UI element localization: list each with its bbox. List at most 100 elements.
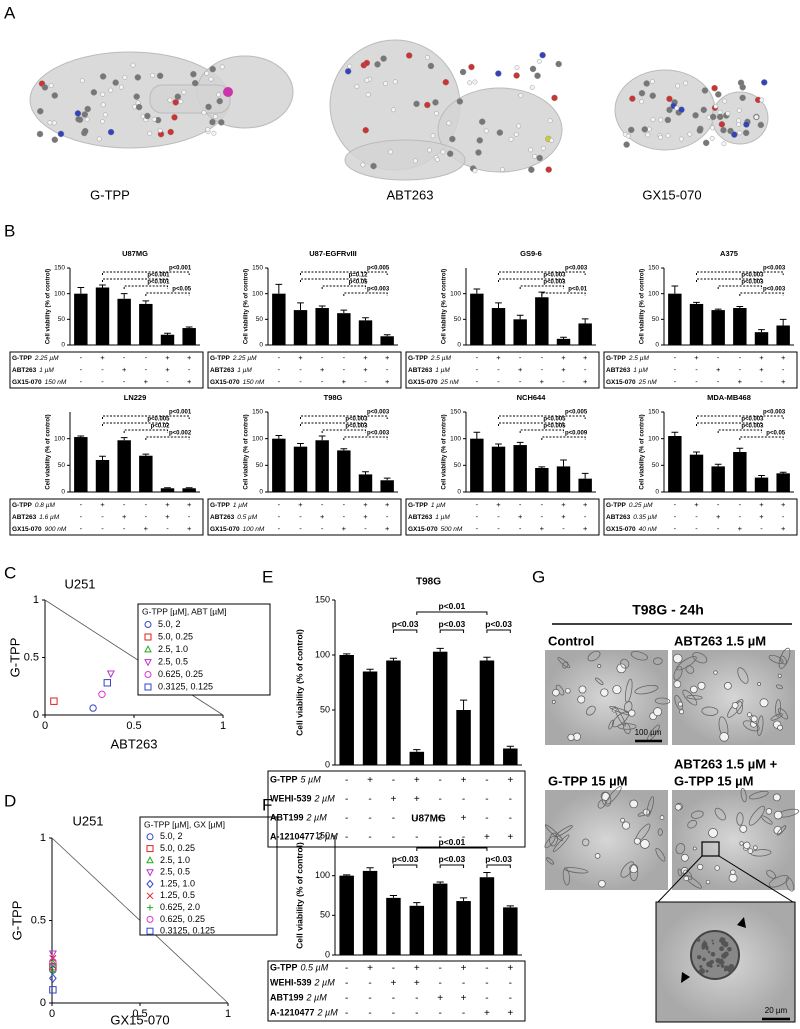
granule <box>696 954 702 960</box>
cell <box>753 845 758 850</box>
cell <box>612 685 622 695</box>
treatment-sign: - <box>321 377 324 386</box>
treatment-sign: - <box>145 365 148 374</box>
cell <box>743 841 751 850</box>
treatment-sign: - <box>439 963 442 974</box>
bar <box>513 445 527 492</box>
bar <box>711 310 725 345</box>
error-bar <box>779 471 787 474</box>
atom <box>424 101 431 109</box>
significance-bracket <box>300 422 366 426</box>
error-bar <box>340 309 348 314</box>
treatment-sign: + <box>391 794 397 805</box>
atom <box>405 52 413 59</box>
error-bar <box>120 293 128 299</box>
atom <box>725 111 731 116</box>
treatment-dose: 900 nM <box>45 526 67 533</box>
treatment-table <box>9 351 204 389</box>
bar <box>362 870 378 955</box>
treatment-sign: - <box>80 377 83 386</box>
y-tick-label: 0 <box>325 949 330 959</box>
marker <box>146 915 154 923</box>
significance-bracket <box>102 271 190 275</box>
treatment-sign: - <box>439 978 442 989</box>
significance-bracket <box>519 429 564 433</box>
cell <box>598 879 606 888</box>
p-value: p<0.003 <box>741 273 764 279</box>
atom <box>536 154 543 162</box>
treatment-sign: - <box>739 365 742 374</box>
treatment-sign: + <box>165 512 170 521</box>
panel-label: E <box>262 567 273 586</box>
treatment-name: ABT263 <box>408 367 433 374</box>
error-bar <box>366 867 374 871</box>
treatment-sign: - <box>101 512 104 521</box>
treatment-sign: + <box>363 512 368 521</box>
legend-entry: 1.25, 1.0 <box>160 878 195 888</box>
bar <box>160 488 175 492</box>
treatment-sign: - <box>476 500 479 509</box>
significance-bracket <box>300 271 388 275</box>
treatment-sign: - <box>519 353 522 362</box>
granule <box>696 938 701 942</box>
bar <box>409 905 425 955</box>
atom <box>739 94 746 102</box>
bar <box>578 478 592 492</box>
granule <box>716 964 720 968</box>
cell <box>623 722 631 735</box>
treatment-dose: 1 µM <box>435 514 450 521</box>
micrograph-label: G-TPP 15 µM <box>674 773 754 788</box>
treatment-sign: + <box>165 365 170 374</box>
atom <box>223 87 233 97</box>
cell <box>628 709 636 717</box>
error-bar <box>671 285 679 294</box>
significance-bracket <box>343 292 388 296</box>
atom <box>508 136 514 142</box>
atom <box>362 126 369 134</box>
atom <box>209 118 216 126</box>
molecule-name: G-TPP <box>90 187 130 202</box>
arrowhead <box>737 917 746 928</box>
error-bar <box>538 466 546 468</box>
bar <box>339 655 354 765</box>
treatment-label: GX15-070 150 nM <box>12 379 67 386</box>
bar <box>362 671 378 765</box>
bar <box>689 454 704 492</box>
cell <box>633 837 641 845</box>
cell <box>562 661 569 669</box>
treatment-sign: - <box>541 500 544 509</box>
significance-bracket <box>321 429 366 433</box>
cell <box>551 699 556 704</box>
atom <box>468 63 475 71</box>
treatment-sign: - <box>80 512 83 521</box>
cell <box>629 799 638 809</box>
atom <box>201 110 207 116</box>
atom <box>37 108 44 115</box>
y-tick-label: 100 <box>54 435 65 442</box>
treatment-sign: + <box>461 963 467 974</box>
cell <box>577 695 586 704</box>
y-tick-label: 100 <box>450 435 461 442</box>
y-tick-label: 0 <box>61 489 65 496</box>
treatment-sign: - <box>386 512 389 521</box>
surface <box>344 139 466 181</box>
treatment-sign: + <box>414 963 420 974</box>
atom <box>759 97 765 103</box>
cell <box>778 647 791 669</box>
bar <box>74 437 88 492</box>
y-tick-label: 0 <box>457 342 461 349</box>
marker <box>146 845 154 853</box>
treatment-label: A-1210477 2 µM <box>270 1008 338 1018</box>
bar <box>432 651 448 765</box>
error-bar <box>714 463 722 467</box>
error-bar <box>495 443 502 447</box>
marker <box>144 621 152 628</box>
treatment-sign: - <box>674 524 677 533</box>
p-value: p<0.003 <box>367 431 390 437</box>
p-value: p<0.003 <box>367 287 390 293</box>
atom <box>472 79 478 85</box>
y-tick-label: 50 <box>652 462 660 469</box>
scale-bar-label: 100 µm <box>635 728 662 737</box>
cell <box>552 834 570 853</box>
atom <box>79 78 85 84</box>
